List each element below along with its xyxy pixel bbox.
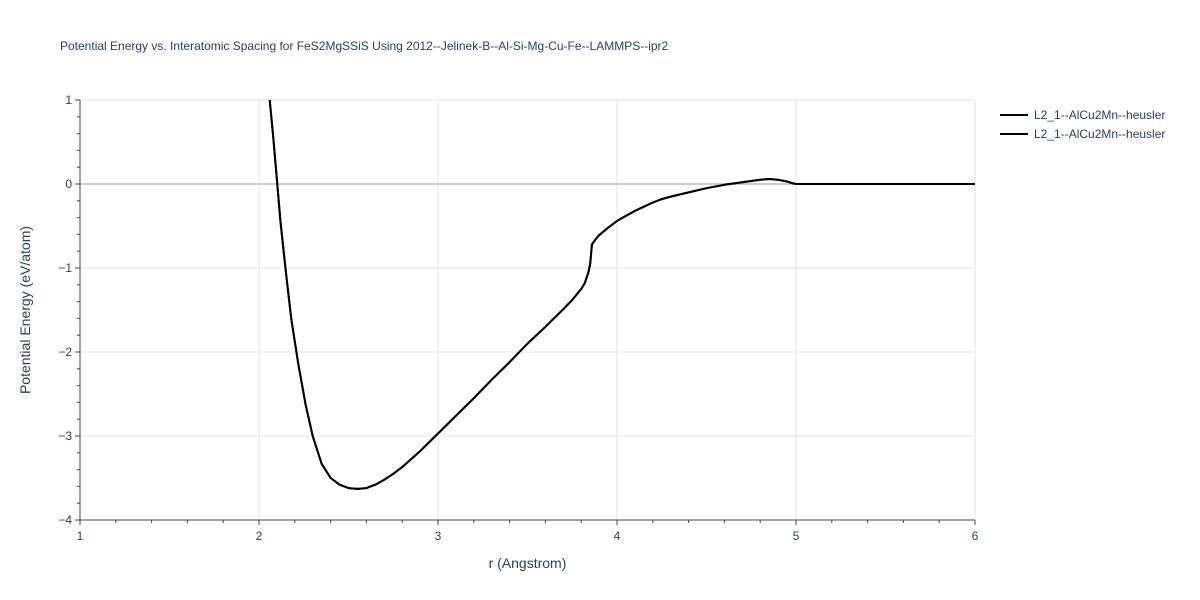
x-tick-label: 2 [256,529,263,543]
y-tick-label: −4 [58,513,72,527]
legend[interactable]: L2_1--AlCu2Mn--heusler L2_1--AlCu2Mn--heu… [1000,108,1165,141]
series-lines [268,99,975,490]
x-tick-label: 4 [614,529,621,543]
x-axis-title: r (Angstrom) [489,555,567,571]
x-tick-label: 3 [435,529,442,543]
y-tick-label: 0 [65,177,72,191]
gridlines [80,99,976,520]
tick-labels: 1 2 3 4 5 6 1 0 −1 −2 −3 −4 [58,93,978,543]
y-tick-label: −2 [58,345,72,359]
series-line-2 [268,99,975,490]
plot-area: 1 2 3 4 5 6 1 0 −1 −2 −3 −4 [58,93,978,543]
chart-title: Potential Energy vs. Interatomic Spacing… [60,39,669,53]
y-tick-label: −1 [58,261,72,275]
legend-label-2: L2_1--AlCu2Mn--heusler [1034,127,1165,141]
legend-label-1: L2_1--AlCu2Mn--heusler [1034,108,1165,122]
axes [75,99,976,525]
y-tick-label: −3 [58,429,72,443]
x-tick-label: 1 [77,529,84,543]
x-tick-label: 5 [793,529,800,543]
y-axis-title: Potential Energy (eV/atom) [17,226,33,394]
y-tick-label: 1 [65,93,72,107]
x-tick-label: 6 [972,529,979,543]
